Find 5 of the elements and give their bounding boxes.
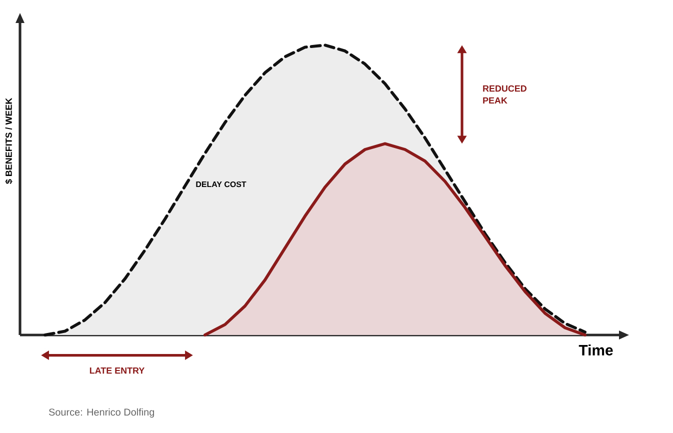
x-axis-title: Time (578, 344, 613, 356)
text: LATE ENTRY (90, 367, 145, 374)
annotation: REDUCED PEAK (483, 85, 526, 104)
y-axis-title: $ BENEFITS / WEEK (5, 98, 12, 184)
source-note: Source: Henrico Dolfing (48, 408, 154, 418)
